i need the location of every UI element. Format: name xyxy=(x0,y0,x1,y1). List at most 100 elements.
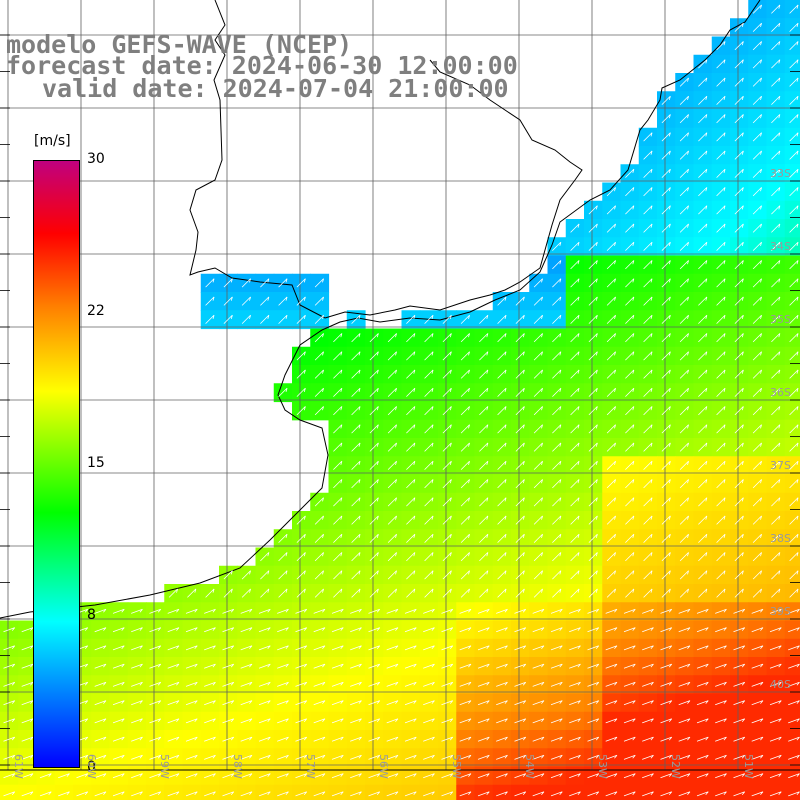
wind-arrow xyxy=(661,241,671,251)
wind-arrow xyxy=(369,351,379,361)
wind-cell xyxy=(365,492,384,512)
wind-arrow xyxy=(406,570,416,580)
wind-arrow xyxy=(587,663,600,669)
wind-arrow xyxy=(532,736,545,742)
wind-arrow xyxy=(131,754,143,760)
wind-arrow xyxy=(788,700,800,706)
coastline xyxy=(0,0,761,619)
wind-arrow xyxy=(386,791,399,797)
wind-cell xyxy=(456,401,476,421)
wind-arrow xyxy=(532,773,545,779)
wind-arrow xyxy=(550,608,563,614)
wind-cell xyxy=(511,310,530,330)
wind-cell xyxy=(711,273,731,293)
wind-arrow xyxy=(368,700,381,706)
wind-arrow xyxy=(94,627,107,633)
wind-arrow xyxy=(477,645,490,651)
wind-cell xyxy=(419,474,439,494)
wind-cell xyxy=(273,602,293,622)
wind-arrow xyxy=(716,533,726,543)
wind-arrow xyxy=(368,627,381,633)
wind-arrow xyxy=(789,278,799,288)
wind-arrow xyxy=(752,95,762,105)
wind-arrow xyxy=(734,22,744,32)
wind-cell xyxy=(91,784,111,800)
wind-cell xyxy=(748,219,768,238)
wind-arrow xyxy=(94,754,107,760)
wind-cell xyxy=(529,547,549,567)
wind-arrow xyxy=(734,95,744,105)
wind-arrow xyxy=(533,424,543,434)
wind-arrow xyxy=(258,608,271,614)
wind-arrow xyxy=(771,205,781,215)
wind-arrow xyxy=(149,608,162,614)
wind-arrow xyxy=(588,296,598,306)
wind-cell xyxy=(620,492,640,512)
wind-arrow xyxy=(552,241,562,251)
wind-cell xyxy=(456,748,476,768)
wind-cell xyxy=(419,711,439,731)
wind-arrow xyxy=(406,515,416,525)
wind-arrow xyxy=(550,736,563,742)
wind-arrow xyxy=(278,552,288,562)
wind-cell xyxy=(310,401,330,421)
wind-cell xyxy=(784,310,800,330)
wind-arrow xyxy=(3,718,16,724)
wind-arrow xyxy=(623,736,636,742)
wind-cell xyxy=(730,237,749,257)
wind-arrow xyxy=(477,736,490,742)
wind-cell xyxy=(784,273,800,293)
wind-arrow xyxy=(643,570,653,580)
wind-arrow xyxy=(112,645,125,651)
wind-arrow xyxy=(752,41,762,51)
wind-arrow xyxy=(295,681,308,687)
wind-arrow xyxy=(587,681,600,687)
wind-cell xyxy=(310,310,330,330)
wind-arrow xyxy=(313,791,326,797)
wind-arrow xyxy=(131,773,143,779)
wind-arrow xyxy=(605,773,618,779)
wind-cell xyxy=(127,675,147,695)
wind-cell xyxy=(657,200,676,220)
wind-arrow xyxy=(643,387,653,397)
wind-cell xyxy=(164,638,184,658)
wind-arrow xyxy=(769,754,782,760)
wind-arrow xyxy=(241,570,251,580)
wind-arrow xyxy=(369,570,379,580)
wind-arrow xyxy=(771,570,781,580)
wind-cell xyxy=(200,292,220,311)
wind-cell xyxy=(292,565,311,585)
wind-cell xyxy=(675,565,695,585)
wind-cell xyxy=(383,474,403,494)
wind-arrow xyxy=(569,700,581,706)
wind-arrow xyxy=(643,278,653,288)
wind-arrow xyxy=(514,791,527,797)
wind-cell xyxy=(346,492,366,512)
wind-cell xyxy=(657,419,676,439)
wind-cell xyxy=(346,711,366,731)
wind-arrow xyxy=(771,278,781,288)
wind-arrow xyxy=(625,515,635,525)
wind-cell xyxy=(766,18,786,38)
wind-arrow xyxy=(698,314,708,324)
wind-arrow xyxy=(552,533,562,543)
wind-cell xyxy=(584,383,603,403)
wind-arrow xyxy=(386,736,399,742)
wind-cell xyxy=(711,547,731,567)
wind-cell xyxy=(492,438,512,457)
wind-arrow xyxy=(460,442,470,452)
wind-arrow xyxy=(569,645,581,651)
wind-arrow xyxy=(368,736,381,742)
wind-arrow xyxy=(386,645,399,651)
wind-arrow xyxy=(643,552,653,562)
wind-arrow xyxy=(769,681,782,687)
wind-cell xyxy=(383,547,403,567)
wind-arrow xyxy=(771,479,781,489)
wind-arrow xyxy=(278,588,288,598)
wind-arrow xyxy=(240,681,253,687)
wind-arrow xyxy=(350,718,362,724)
wind-arrow xyxy=(3,663,16,669)
wind-cell xyxy=(730,164,749,184)
wind-arrow xyxy=(131,736,143,742)
wind-arrow xyxy=(789,533,799,543)
